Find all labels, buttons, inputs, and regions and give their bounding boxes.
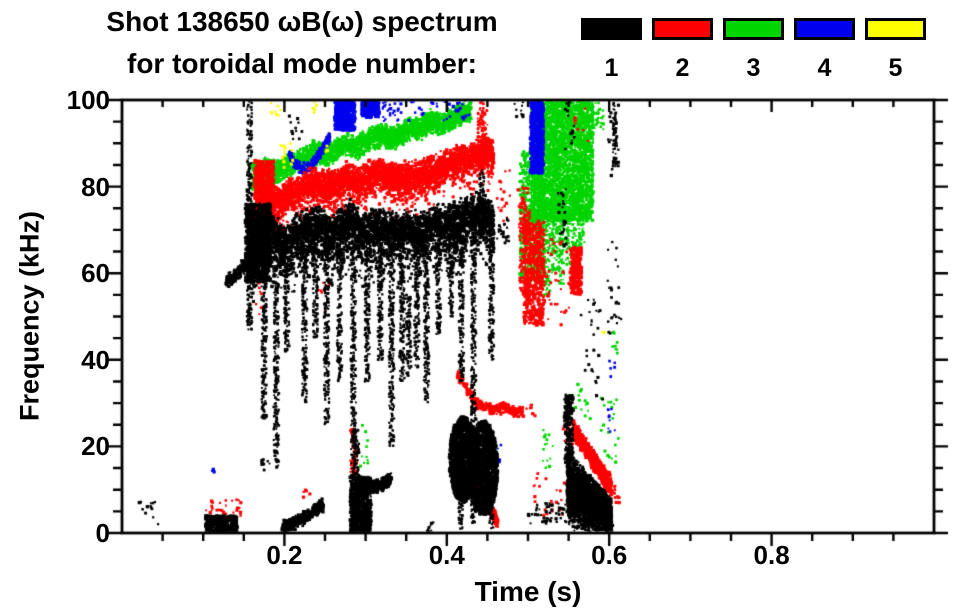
legend-swatch-mode-4 xyxy=(794,18,855,40)
x-axis-title: Time (s) xyxy=(474,576,582,607)
page-subtitle: for toroidal mode number: xyxy=(127,48,477,79)
legend-label-mode-3: 3 xyxy=(746,54,761,82)
legend-swatch-mode-5 xyxy=(865,18,926,40)
y-tick-label-20: 20 xyxy=(81,431,110,462)
legend-label-mode-1: 1 xyxy=(604,54,619,82)
y-tick-label-60: 60 xyxy=(81,258,110,289)
y-tick-label-40: 40 xyxy=(81,344,110,375)
legend-swatches xyxy=(581,18,926,40)
x-tick-label-0.2: 0.2 xyxy=(266,540,303,570)
legend-swatch-mode-2 xyxy=(652,18,713,40)
y-tick-label-0: 0 xyxy=(95,518,110,548)
x-tick-label-0.8: 0.8 xyxy=(753,540,790,570)
legend-label-mode-5: 5 xyxy=(888,54,903,82)
x-tick-label-0.4: 0.4 xyxy=(428,540,465,570)
legend-labels: 1 2 3 4 5 xyxy=(581,54,926,83)
page-title: Shot 138650 ωB(ω) spectrum xyxy=(106,6,498,37)
legend-swatch-mode-3 xyxy=(723,18,784,40)
legend-label-mode-4: 4 xyxy=(817,54,832,82)
y-tick-label-80: 80 xyxy=(81,171,110,202)
x-tick-label-0.6: 0.6 xyxy=(591,540,628,570)
y-axis-title: Frequency (kHz) xyxy=(14,210,45,422)
legend-swatch-mode-1 xyxy=(581,18,642,40)
y-tick-label-100: 100 xyxy=(66,85,110,115)
legend-label-mode-2: 2 xyxy=(675,54,690,82)
